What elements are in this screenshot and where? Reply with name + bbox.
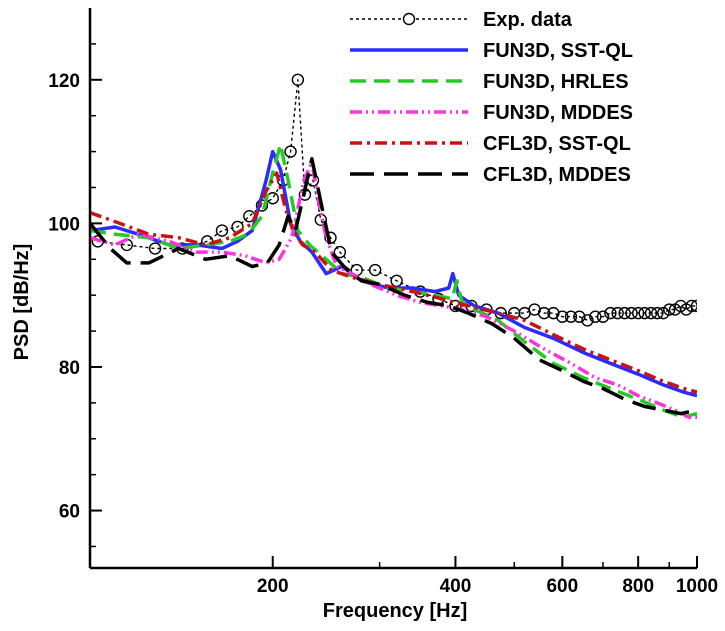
legend-item-5: CFL3D, MDDES [350, 164, 631, 186]
legend-label: FUN3D, SST-QL [483, 40, 633, 62]
x-tick-label: 800 [622, 576, 654, 597]
data-point [651, 306, 664, 320]
series-lines [90, 73, 697, 419]
y-tick-label: 120 [48, 71, 80, 92]
data-point [638, 306, 651, 320]
series-line-4 [90, 171, 697, 394]
data-point [284, 145, 297, 158]
series-line-5 [90, 157, 697, 416]
legend: Exp. data FUN3D, SST-QL FUN3D, HRLES FUN3D,… [350, 9, 633, 186]
data-point [368, 263, 382, 277]
legend-label: FUN3D, HRLES [483, 71, 629, 93]
x-tick-label: 1000 [676, 576, 718, 597]
data-point [625, 306, 638, 320]
y-axis-title: PSD [dB/Hz] [11, 244, 33, 361]
y-tick-label: 60 [59, 502, 80, 523]
data-point [581, 314, 594, 327]
data-point [604, 306, 617, 320]
series-line-3 [90, 160, 697, 419]
data-point [333, 245, 347, 259]
x-tick-label: 400 [440, 576, 472, 597]
legend-label: FUN3D, MDDES [483, 102, 633, 124]
series-group-3 [90, 160, 697, 419]
data-point [537, 306, 551, 320]
data-point [573, 310, 586, 323]
series-group-5 [90, 157, 697, 416]
data-point [215, 224, 229, 237]
data-point [657, 306, 670, 320]
data-point [690, 299, 697, 313]
x-tick-label: 200 [257, 576, 289, 597]
data-point [556, 310, 569, 323]
data-point [618, 306, 631, 320]
legend-item-2: FUN3D, HRLES [350, 71, 629, 93]
data-point [685, 299, 697, 313]
y-tick-label: 80 [59, 358, 80, 379]
x-axis-title: Frequency [Hz] [323, 600, 467, 622]
data-point [564, 310, 578, 323]
legend-label: CFL3D, SST-QL [483, 133, 631, 155]
legend-item-3: FUN3D, MDDES [350, 102, 633, 124]
data-point [611, 306, 624, 320]
data-point [449, 299, 462, 313]
y-tick-label: 100 [48, 214, 80, 235]
data-point [631, 306, 645, 320]
data-point [148, 242, 162, 255]
data-point [291, 73, 305, 86]
series-line-0 [97, 79, 697, 321]
legend-item-0: Exp. data [350, 9, 573, 31]
data-point [589, 310, 602, 323]
data-point [644, 306, 658, 320]
data-point [596, 310, 610, 323]
legend-item-1: FUN3D, SST-QL [350, 40, 633, 62]
legend-label: CFL3D, MDDES [483, 164, 631, 186]
legend-label: Exp. data [483, 9, 573, 31]
legend-marker [402, 12, 416, 26]
x-tick-label: 600 [546, 576, 578, 597]
data-point [663, 303, 676, 316]
legend-item-4: CFL3D, SST-QL [350, 133, 631, 155]
series-group-4 [90, 171, 697, 394]
axis-ticks: 200 400 600 800 1000 60 80 100 120 [48, 43, 718, 597]
